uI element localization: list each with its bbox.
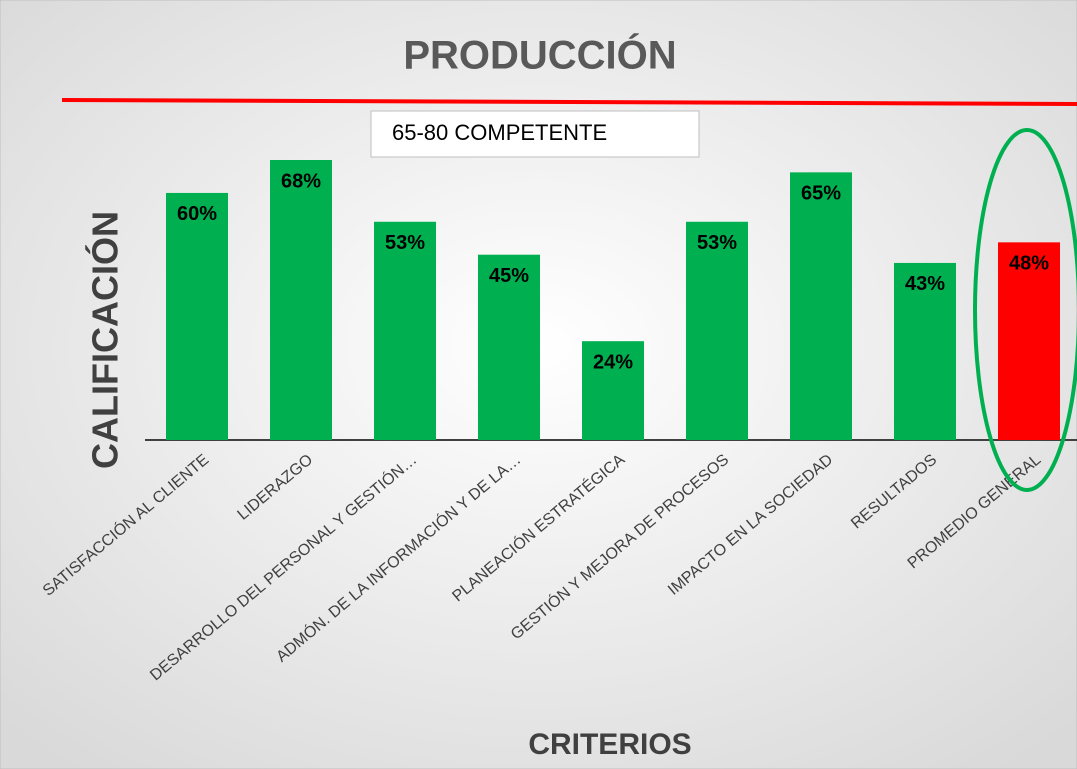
value-label: 24% [593, 351, 633, 373]
bar [894, 262, 956, 440]
bar [166, 192, 228, 440]
bar [790, 172, 852, 440]
annotation-box [370, 110, 700, 158]
annotation: 65-80 COMPETENTE [392, 120, 607, 145]
bar [998, 242, 1060, 440]
value-label: 43% [905, 273, 945, 295]
value-label: 48% [1009, 253, 1049, 275]
value-label: 53% [385, 232, 425, 254]
value-label: 60% [177, 203, 217, 225]
bar [686, 221, 748, 440]
value-label: 53% [697, 232, 737, 254]
bar [478, 254, 540, 440]
value-label: 68% [281, 170, 321, 192]
bar [374, 221, 436, 440]
bar [270, 160, 332, 440]
value-label: 45% [489, 265, 529, 287]
red-line [61, 98, 1077, 106]
bar [582, 341, 644, 440]
y-axis-title: CALIFICACIÓN [84, 211, 126, 469]
x-axis-title: CRITERIOS [528, 728, 691, 761]
value-label: 65% [801, 183, 841, 205]
chart-title: PRODUCCIÓN [403, 32, 676, 78]
highlight-ellipse [973, 128, 1077, 492]
